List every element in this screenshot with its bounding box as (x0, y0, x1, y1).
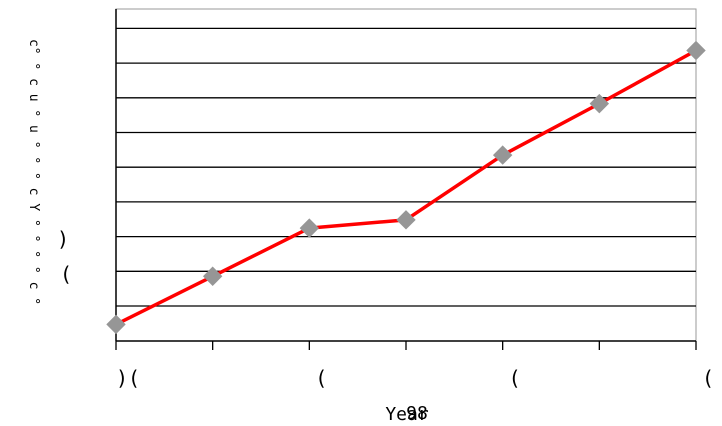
data-point (299, 218, 320, 238)
data-point (396, 210, 416, 230)
x-axis-title-overlay: 98 (406, 403, 428, 424)
x-ticks (115, 341, 697, 350)
data-point (106, 314, 126, 335)
y-side-mark-1: ) (57, 227, 69, 251)
x-tick-labels: )( ( ( ( (116, 366, 714, 390)
plot-area (115, 8, 697, 342)
data-point (492, 145, 513, 165)
x-tick-label: ( (315, 366, 327, 390)
series-layer (106, 40, 706, 335)
y-side-mark-2: ( (60, 262, 72, 286)
x-axis-title: Year (385, 404, 429, 425)
data-point (202, 266, 223, 286)
x-tick-label: ( (509, 366, 521, 390)
x-tick-label: ( (702, 366, 714, 390)
data-point (686, 40, 706, 61)
data-point (589, 93, 610, 114)
x-tick-label: )( (116, 366, 140, 390)
y-axis-title: c° ° c u ° u ° ° ° c Y ° ° ° ° c ° (26, 39, 41, 305)
